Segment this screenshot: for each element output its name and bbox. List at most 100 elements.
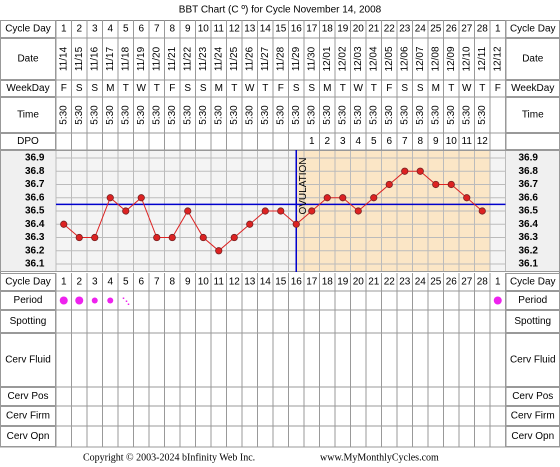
- chart-title: BBT Chart (C º) for Cycle November 14, 2…: [179, 5, 382, 16]
- date: 11/18: [120, 46, 131, 71]
- row-label: WeekDay: [6, 83, 49, 94]
- time: 5:30: [89, 105, 100, 125]
- cycle-day: 1: [495, 277, 501, 288]
- cycle-day: 3: [92, 24, 98, 35]
- temp-point: [308, 207, 316, 215]
- cycle-day: 4: [107, 277, 113, 288]
- weekday: W: [137, 83, 147, 94]
- row-label: Cerv Opn: [7, 431, 50, 442]
- cycle-day: 8: [169, 277, 175, 288]
- weekday: S: [293, 83, 300, 94]
- temp-point: [354, 207, 362, 215]
- dpo: 3: [340, 136, 346, 147]
- cycle-day: 11: [214, 277, 225, 288]
- weekday: T: [371, 83, 377, 94]
- cycle-day: 5: [123, 277, 129, 288]
- cycle-day: 2: [76, 277, 82, 288]
- dpo: 9: [433, 136, 439, 147]
- row-label: Cycle Day: [5, 24, 51, 35]
- row-label: Cerv Pos: [7, 391, 48, 402]
- weekday: M: [215, 83, 223, 94]
- temp-line: [63, 170, 483, 252]
- cycle-day: 18: [322, 24, 334, 35]
- y-tick-label: 36.6: [519, 192, 539, 203]
- cycle-day: 10: [198, 277, 210, 288]
- time: 5:30: [337, 105, 348, 125]
- date: 12/07: [415, 46, 426, 71]
- temp-point: [91, 233, 99, 242]
- cycle-day: 14: [260, 277, 272, 288]
- cycle-day: 1: [495, 24, 501, 35]
- date: 11/15: [74, 46, 85, 71]
- dpo: 11: [462, 136, 473, 147]
- date: 12/06: [399, 46, 410, 71]
- weekday: W: [462, 83, 472, 94]
- cycle-day: 17: [306, 24, 318, 35]
- temp-point: [60, 220, 68, 228]
- weekday: S: [417, 83, 424, 94]
- row-label: Period: [518, 295, 547, 306]
- cycle-day: 28: [477, 277, 489, 288]
- time: 5:30: [151, 105, 162, 125]
- time: 5:30: [415, 105, 426, 125]
- time: 5:30: [167, 105, 178, 125]
- y-tick-label: 36.4: [519, 219, 539, 230]
- cycle-day: 24: [415, 277, 427, 288]
- period-dot: [493, 296, 502, 305]
- cycle-day: 1: [61, 24, 67, 35]
- dpo: 6: [386, 136, 392, 147]
- date: 12/11: [477, 46, 488, 71]
- dpo: 5: [371, 136, 377, 147]
- footer-copyright: Copyright © 2003-2024 bInfinity Web Inc.: [83, 452, 255, 463]
- temp-point: [184, 207, 192, 215]
- weekday: S: [401, 83, 408, 94]
- weekday: T: [231, 83, 237, 94]
- date: 11/16: [89, 46, 100, 71]
- weekday: F: [278, 83, 284, 94]
- date: 11/24: [213, 46, 224, 71]
- weekday: S: [91, 83, 98, 94]
- time: 5:30: [275, 105, 286, 125]
- temp-point: [277, 207, 285, 215]
- date: 11/26: [244, 46, 255, 71]
- cycle-day: 23: [399, 277, 411, 288]
- cycle-day: 9: [185, 277, 191, 288]
- time: 5:30: [322, 105, 333, 125]
- dpo: 7: [402, 136, 408, 147]
- row-label: DPO: [17, 136, 39, 147]
- row-label: Period: [14, 295, 43, 306]
- time: 5:30: [384, 105, 395, 125]
- cycle-day: 7: [154, 24, 160, 35]
- date: 11/28: [275, 46, 286, 71]
- cycle-day: 13: [244, 277, 256, 288]
- cycle-day: 11: [214, 24, 225, 35]
- y-tick-label: 36.4: [25, 219, 45, 230]
- y-tick-label: 36.5: [25, 206, 45, 217]
- time: 5:30: [291, 105, 302, 125]
- weekday: T: [479, 83, 485, 94]
- date: 11/21: [167, 46, 178, 71]
- temp-point: [385, 180, 393, 189]
- temp-point: [168, 233, 176, 242]
- time: 5:30: [136, 105, 147, 125]
- temp-label-bg-left: [0, 150, 56, 272]
- temp-point: [261, 207, 269, 215]
- weekday: T: [262, 83, 268, 94]
- dpo: 10: [446, 136, 458, 147]
- date: 12/03: [353, 46, 364, 71]
- time: 5:30: [229, 105, 240, 125]
- date: 11/27: [260, 46, 271, 71]
- cycle-day: 19: [337, 277, 349, 288]
- dpo: 4: [355, 136, 361, 147]
- weekday: T: [123, 83, 129, 94]
- time: 5:30: [399, 105, 410, 125]
- period-dots: [122, 297, 130, 305]
- date: 11/29: [291, 46, 302, 71]
- time: 5:30: [105, 105, 116, 125]
- time: 5:30: [353, 105, 364, 125]
- temp-point: [106, 194, 114, 202]
- time: 5:30: [306, 105, 317, 125]
- cycle-day: 6: [138, 24, 144, 35]
- y-tick-label: 36.1: [25, 259, 45, 270]
- cycle-day: 15: [275, 24, 287, 35]
